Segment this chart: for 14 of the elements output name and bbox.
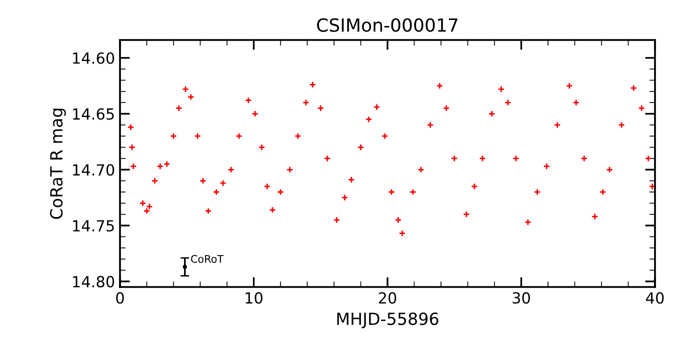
y-tick-label: 14.80 (73, 276, 114, 288)
x-tick-label: 40 (646, 292, 664, 304)
series-label: CoRoT (191, 254, 224, 263)
x-tick-label: 10 (246, 292, 262, 304)
x-tick-label: 0 (116, 292, 124, 304)
chart-title: CSIMon-000017 (317, 18, 458, 32)
y-tick-label: 14.65 (73, 108, 114, 120)
x-tick-label: 20 (378, 292, 396, 304)
y-tick-label: 14.70 (73, 164, 114, 176)
y-tick-label: 14.60 (73, 52, 114, 64)
y-axis-title: CoRaT R mag (50, 108, 66, 219)
y-tick-label: 14.75 (73, 220, 114, 232)
x-tick-label: 30 (512, 292, 530, 304)
x-axis-title: MHJD-55896 (337, 312, 438, 328)
